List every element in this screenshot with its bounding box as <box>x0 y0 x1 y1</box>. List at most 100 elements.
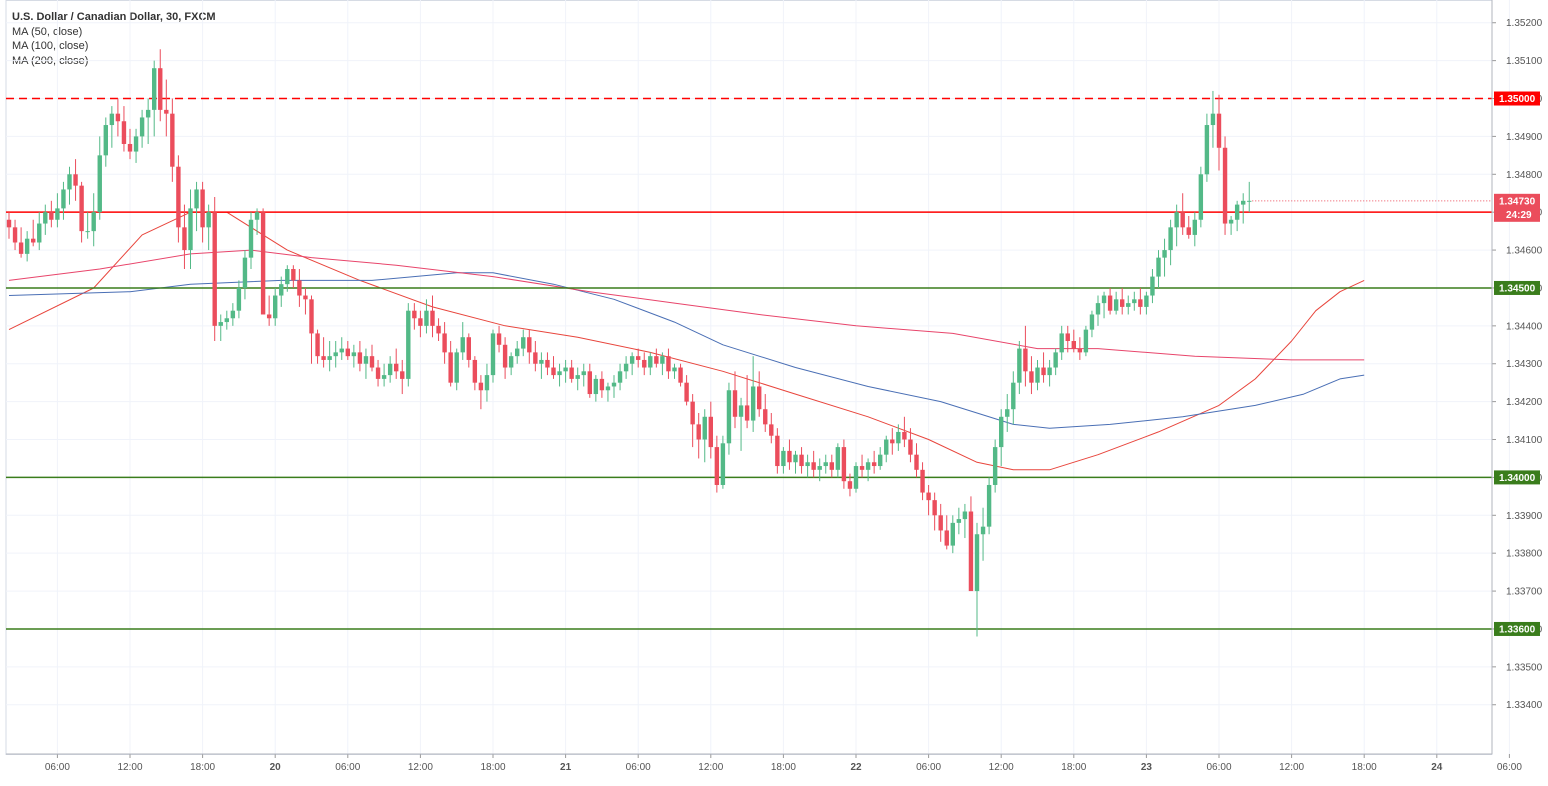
candle <box>484 363 490 402</box>
candle <box>1023 325 1028 387</box>
candle-body <box>188 208 193 251</box>
candle <box>726 382 732 455</box>
candle <box>1150 269 1155 304</box>
candle <box>194 181 199 232</box>
candle <box>708 401 713 459</box>
candle-body <box>817 466 822 470</box>
x-tick-label: 06:00 <box>1206 762 1231 773</box>
ma200-line <box>8 249 1365 361</box>
candle-body <box>763 409 768 425</box>
candle <box>115 98 121 137</box>
candle <box>980 507 986 561</box>
candle-body <box>79 185 84 232</box>
candle-body <box>339 348 344 353</box>
candle-body <box>454 352 459 383</box>
candle-body <box>853 466 859 489</box>
candle <box>914 443 919 478</box>
x-tick-label: 18:00 <box>480 762 505 773</box>
candle-body <box>273 295 278 319</box>
candle-body <box>744 405 750 421</box>
candle-body <box>285 269 290 285</box>
support-level-tag <box>1494 621 1540 636</box>
candle <box>442 322 447 364</box>
support-level-tag <box>1494 470 1540 485</box>
ma50-line <box>8 211 1365 471</box>
candle <box>1132 291 1137 311</box>
candle-body <box>1047 367 1052 376</box>
x-tick-label: 06:00 <box>626 762 651 773</box>
candle-body <box>732 390 738 417</box>
candle-body <box>974 534 980 592</box>
candle <box>242 250 248 300</box>
candle <box>430 295 435 338</box>
candle <box>254 208 260 235</box>
candle <box>1156 250 1161 288</box>
candle-body <box>539 359 544 364</box>
candle <box>1186 215 1191 239</box>
x-tick-label: 21 <box>560 762 572 773</box>
candle-body <box>642 359 647 368</box>
candle-body <box>871 462 877 467</box>
candle <box>575 367 580 391</box>
candle-body <box>968 511 974 592</box>
candle <box>527 329 532 364</box>
candle-body <box>103 125 108 156</box>
candle <box>1041 352 1046 383</box>
candle-body <box>533 352 538 364</box>
candle <box>956 507 962 535</box>
candle-body <box>1204 125 1210 175</box>
candle-body <box>1198 174 1204 220</box>
candle <box>24 231 30 262</box>
candle-body <box>1138 299 1143 307</box>
candle <box>757 371 762 417</box>
candle-body <box>1089 314 1095 330</box>
candle <box>248 212 254 270</box>
bar-countdown: 24:29 <box>1506 210 1532 221</box>
candle-body <box>412 310 417 319</box>
candle <box>775 428 780 474</box>
candle-body <box>629 356 635 364</box>
candle <box>297 269 302 307</box>
support-level-tag <box>1494 280 1540 295</box>
y-tick-label: 1.34100 <box>1506 435 1543 446</box>
x-tick-label: 12:00 <box>117 762 142 773</box>
candle <box>145 98 151 144</box>
candle-body <box>605 386 611 391</box>
candle-body <box>581 371 586 376</box>
candle-body <box>545 359 550 368</box>
candle <box>478 375 484 410</box>
candle-body <box>775 435 780 467</box>
candle <box>200 181 205 243</box>
candle <box>37 212 42 251</box>
candle <box>986 477 992 535</box>
resistance-level-tag <box>1494 91 1540 106</box>
candle <box>1234 200 1240 232</box>
candle <box>1168 219 1173 266</box>
candle-body <box>1234 204 1240 220</box>
candle <box>400 359 405 395</box>
legend-ma50: MA (50, close) <box>12 25 83 38</box>
candle <box>266 295 272 326</box>
candle <box>515 341 520 364</box>
candle <box>212 197 217 342</box>
candle-body <box>932 500 937 516</box>
candle <box>799 447 804 474</box>
candle <box>369 344 375 372</box>
candle-body <box>1107 295 1113 311</box>
candle <box>315 329 320 364</box>
candle-body <box>321 356 326 360</box>
candle-body <box>1023 348 1028 372</box>
candle-body <box>1132 299 1137 304</box>
candle <box>732 371 738 429</box>
candle <box>793 450 798 474</box>
candle <box>1053 348 1058 376</box>
candle-body <box>43 212 48 224</box>
y-tick-label: 1.34900 <box>1506 132 1543 143</box>
candle-body <box>381 375 387 379</box>
candle-body <box>37 223 42 243</box>
candle-body <box>950 522 955 546</box>
x-tick-label: 06:00 <box>335 762 360 773</box>
candle <box>164 79 169 137</box>
candle <box>871 450 877 474</box>
